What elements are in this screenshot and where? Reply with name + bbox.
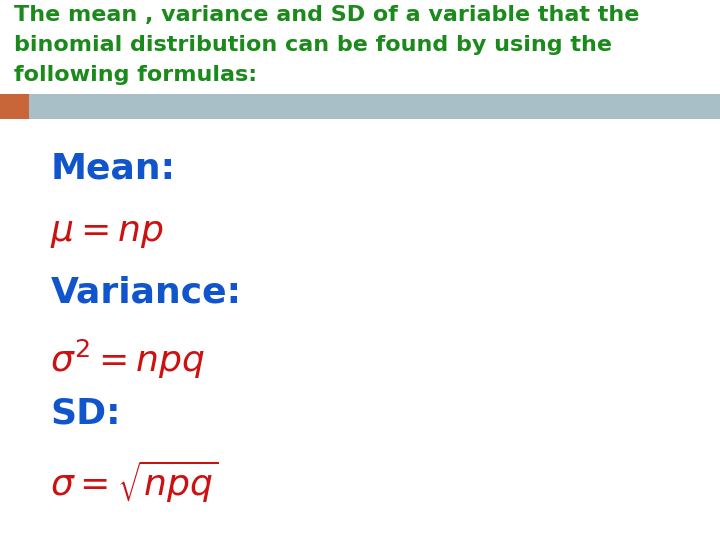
Text: Variance:: Variance: — [50, 275, 241, 309]
Text: $\mathit{\sigma^2 = npq}$: $\mathit{\sigma^2 = npq}$ — [50, 338, 206, 381]
Text: $\mathit{\sigma = \sqrt{npq}}$: $\mathit{\sigma = \sqrt{npq}}$ — [50, 459, 219, 505]
Text: The mean , variance and SD of a variable that the
binomial distribution can be f: The mean , variance and SD of a variable… — [14, 5, 640, 85]
Text: SD:: SD: — [50, 397, 121, 431]
Bar — [0, 94, 720, 119]
Text: $\mathit{\mu = np}$: $\mathit{\mu = np}$ — [50, 216, 164, 250]
Bar — [0, 94, 29, 119]
Text: Mean:: Mean: — [50, 151, 176, 185]
